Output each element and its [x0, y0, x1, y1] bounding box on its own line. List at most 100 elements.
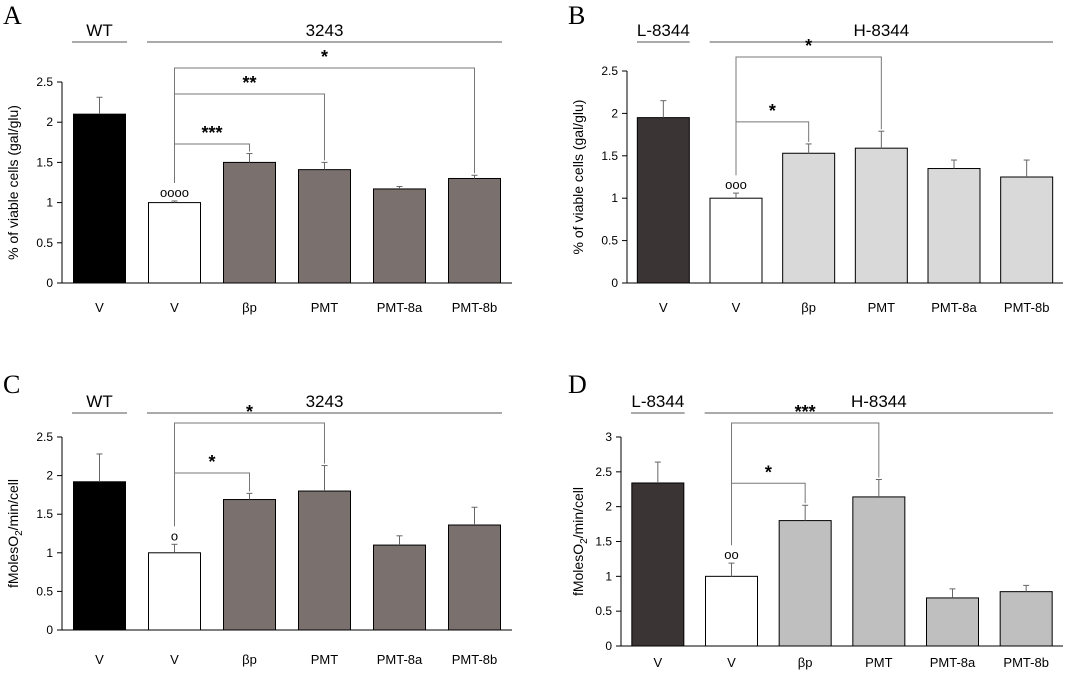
y-tick-label: 0	[611, 276, 618, 290]
category-label: PMT-8a	[930, 655, 976, 670]
y-tick-label: 0.5	[36, 236, 53, 250]
bar	[373, 188, 426, 284]
category-label: V	[727, 655, 736, 670]
bar	[73, 481, 126, 631]
y-axis-label-sub: 2	[14, 530, 25, 536]
bar	[852, 496, 906, 647]
y-tick-label: 2.5	[36, 75, 53, 89]
group-label: L-8344	[631, 392, 684, 411]
y-tick-label: 2.5	[36, 430, 53, 444]
y-tick-label: 2	[46, 115, 53, 129]
panel-letter: D	[568, 370, 587, 399]
y-tick-label: 0	[46, 623, 53, 637]
bar	[73, 113, 126, 284]
y-tick-label: 2	[46, 469, 53, 483]
significance-bracket	[735, 56, 882, 176]
bar	[926, 597, 979, 647]
y-tick-label: 3	[605, 430, 612, 444]
bar	[448, 177, 501, 284]
bar	[709, 197, 763, 284]
category-label: PMT	[311, 300, 339, 315]
significance-stars: *	[321, 47, 328, 67]
significance-stars: ***	[795, 402, 816, 422]
group-label: 3243	[306, 21, 344, 40]
significance-bracket	[731, 422, 880, 546]
y-tick-label: 2.5	[601, 64, 618, 78]
category-label: PMT-8a	[377, 652, 423, 667]
y-axis-label: % of viable cells (gal/glu)	[5, 105, 21, 260]
y-axis-label-part: /min/cell	[570, 487, 586, 538]
significance-circles: o	[171, 528, 178, 543]
panel-letter: C	[3, 370, 20, 399]
y-axis-label: % of viable cells (gal/glu)	[570, 100, 586, 255]
category-label: PMT	[868, 300, 896, 315]
y-tick-label: 1.5	[595, 535, 612, 549]
bar	[148, 202, 201, 284]
y-tick-label: 2	[605, 500, 612, 514]
bar	[778, 520, 832, 647]
y-tick-label: 1.5	[601, 149, 618, 163]
y-tick-label: 0	[46, 276, 53, 290]
y-tick-label: 0	[605, 639, 612, 653]
y-tick-label: 0.5	[595, 604, 612, 618]
category-label: PMT-8b	[1004, 300, 1050, 315]
category-label: PMT	[311, 652, 339, 667]
bar	[373, 544, 426, 631]
significance-stars: *	[208, 452, 215, 472]
bar	[1000, 176, 1054, 284]
significance-stars: *	[246, 402, 253, 422]
category-label: V	[659, 300, 668, 315]
category-label: βp	[801, 300, 816, 315]
category-label: V	[95, 652, 104, 667]
y-tick-label: 2.5	[595, 465, 612, 479]
y-axis-label-sub: 2	[579, 538, 590, 544]
significance-stars: *	[769, 101, 776, 121]
bar	[636, 117, 690, 284]
bar	[705, 575, 758, 647]
bar	[223, 499, 276, 631]
panel-letter: A	[3, 1, 22, 30]
bar	[148, 552, 201, 631]
significance-circles: ooo	[725, 177, 747, 192]
y-tick-label: 2	[611, 106, 618, 120]
significance-stars: ***	[201, 123, 222, 143]
bar	[782, 152, 836, 284]
group-label: H-8344	[851, 392, 907, 411]
significance-circles: oo	[724, 547, 738, 562]
category-label: PMT	[865, 655, 893, 670]
y-tick-label: 0.5	[601, 234, 618, 248]
category-label: PMT-8a	[377, 300, 423, 315]
bar	[298, 169, 351, 284]
panel-letter: B	[568, 1, 585, 30]
significance-stars: *	[765, 462, 772, 482]
significance-stars: *	[805, 36, 812, 56]
significance-bracket	[174, 67, 475, 183]
category-label: V	[653, 655, 662, 670]
category-label: βp	[242, 652, 257, 667]
group-label: WT	[86, 392, 112, 411]
y-tick-label: 1	[46, 546, 53, 560]
bar	[448, 524, 501, 631]
bar	[854, 147, 908, 284]
category-label: V	[95, 300, 104, 315]
group-label: L-8344	[637, 21, 690, 40]
category-label: V	[170, 652, 179, 667]
significance-bracket	[174, 422, 325, 527]
y-tick-label: 1	[605, 569, 612, 583]
category-label: βp	[242, 300, 257, 315]
bar	[298, 490, 351, 631]
chart-panel-a: A 0 0.5 1 1.5 2 2.5 % of viable cells (gal/glu)…	[3, 1, 512, 315]
y-tick-label: 1	[611, 191, 618, 205]
chart-panel-b: B 0 0.5 1 1.5 2 2.5 % of viable cells (gal/glu)…	[568, 1, 1063, 315]
category-label: PMT-8b	[452, 300, 498, 315]
significance-stars: **	[242, 73, 256, 93]
category-label: PMT-8b	[452, 652, 498, 667]
group-label: H-8344	[853, 21, 909, 40]
y-tick-label: 0.5	[36, 584, 53, 598]
category-label: V	[170, 300, 179, 315]
group-label: WT	[86, 21, 112, 40]
category-label: PMT-8a	[931, 300, 977, 315]
